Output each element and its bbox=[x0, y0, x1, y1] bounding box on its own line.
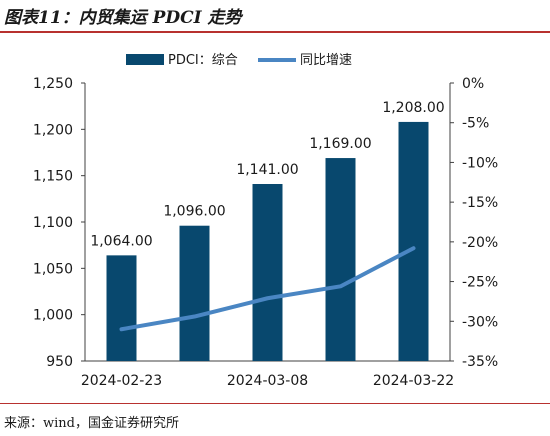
chart-title: 图表11：内贸集运 PDCI 走势 bbox=[4, 8, 242, 28]
bars bbox=[106, 121, 429, 361]
source-note: 来源：wind，国金证券研究所 bbox=[4, 416, 179, 431]
line-series bbox=[119, 246, 416, 332]
legend-bar-label: PDCI：综合 bbox=[168, 53, 238, 68]
tick-labels: 950 1,000 1,050 1,100 1,150 1,200 1,250 -35% -30… bbox=[33, 76, 498, 389]
y-left-tick-label: 950 bbox=[46, 354, 73, 370]
y-left-tick-label: 1,150 bbox=[33, 169, 73, 185]
y-left-tick-label: 1,050 bbox=[33, 261, 73, 277]
yoy-growth-line bbox=[119, 246, 416, 332]
y-right-tick-label: -35% bbox=[462, 354, 498, 370]
footer-rule bbox=[0, 403, 550, 404]
y-right-tick-label: -25% bbox=[462, 275, 498, 291]
bar bbox=[179, 225, 210, 361]
bar-value-label: 1,169.00 bbox=[309, 136, 371, 152]
y-right-tick-label: 0% bbox=[462, 76, 484, 92]
legend-line-label: 同比增速 bbox=[300, 53, 352, 68]
bar bbox=[252, 184, 283, 361]
x-tick-label: 2024-02-23 bbox=[81, 373, 162, 389]
bar-value-label: 1,096.00 bbox=[163, 204, 225, 220]
bar bbox=[325, 158, 356, 361]
y-left-tick-label: 1,250 bbox=[33, 76, 73, 92]
legend: PDCI：综合 同比增速 bbox=[126, 53, 352, 68]
bar-value-label: 1,064.00 bbox=[90, 233, 152, 249]
bar bbox=[398, 121, 429, 361]
legend-bar-swatch bbox=[126, 54, 164, 65]
y-left-tick-label: 1,100 bbox=[33, 215, 73, 231]
title-rule bbox=[0, 31, 550, 33]
x-tick-label: 2024-03-22 bbox=[373, 373, 454, 389]
y-left-tick-label: 1,200 bbox=[33, 122, 73, 138]
y-right-tick-label: -5% bbox=[462, 116, 489, 132]
y-right-tick-label: -30% bbox=[462, 314, 498, 330]
y-right-tick-label: -15% bbox=[462, 195, 498, 211]
y-left-tick-label: 1,000 bbox=[33, 308, 73, 324]
y-right-tick-label: -20% bbox=[462, 235, 498, 251]
x-tick-label: 2024-03-08 bbox=[227, 373, 308, 389]
bar-value-label: 1,141.00 bbox=[236, 162, 298, 178]
bar bbox=[106, 255, 137, 361]
bar-labels: 1,064.00 1,096.00 1,141.00 1,169.00 1,208.00 bbox=[90, 100, 444, 249]
y-right-tick-label: -10% bbox=[462, 155, 498, 171]
bar-value-label: 1,208.00 bbox=[382, 100, 444, 116]
